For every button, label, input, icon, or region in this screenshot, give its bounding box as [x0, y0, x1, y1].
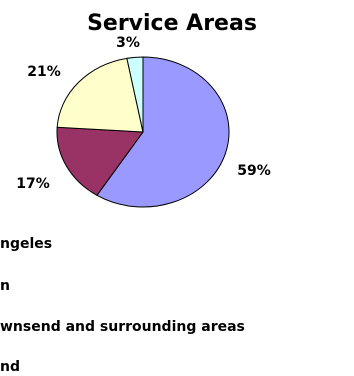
percent-label-1: 59%: [237, 163, 271, 179]
pie-slice-4: [126, 56, 144, 133]
legend-label-3: wnsend and surrounding areas: [0, 319, 245, 335]
legend: ngeles n wnsend and surrounding areas nd: [0, 236, 245, 375]
percent-label-4: 3%: [116, 35, 140, 51]
percent-labels: 59% 17% 21% 3%: [16, 35, 271, 192]
pie-slice-2: [56, 126, 144, 196]
legend-label-4: nd: [0, 359, 20, 375]
pie-slices: [56, 56, 230, 208]
percent-label-3: 21%: [27, 64, 61, 80]
chart-title: Service Areas: [87, 11, 257, 36]
pie-slice-1: [96, 56, 230, 208]
percent-label-2: 17%: [16, 176, 50, 192]
legend-label-1: ngeles: [0, 236, 52, 252]
legend-label-2: n: [0, 278, 10, 294]
pie-slice-3: [56, 57, 144, 133]
